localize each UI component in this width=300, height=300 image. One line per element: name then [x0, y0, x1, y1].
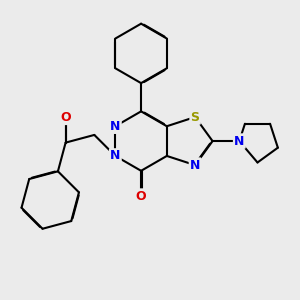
Text: N: N	[234, 135, 244, 148]
Text: O: O	[60, 111, 71, 124]
Text: N: N	[110, 120, 121, 133]
Text: N: N	[190, 159, 200, 172]
Text: O: O	[136, 190, 146, 202]
Text: N: N	[110, 149, 121, 162]
Text: S: S	[190, 110, 200, 124]
